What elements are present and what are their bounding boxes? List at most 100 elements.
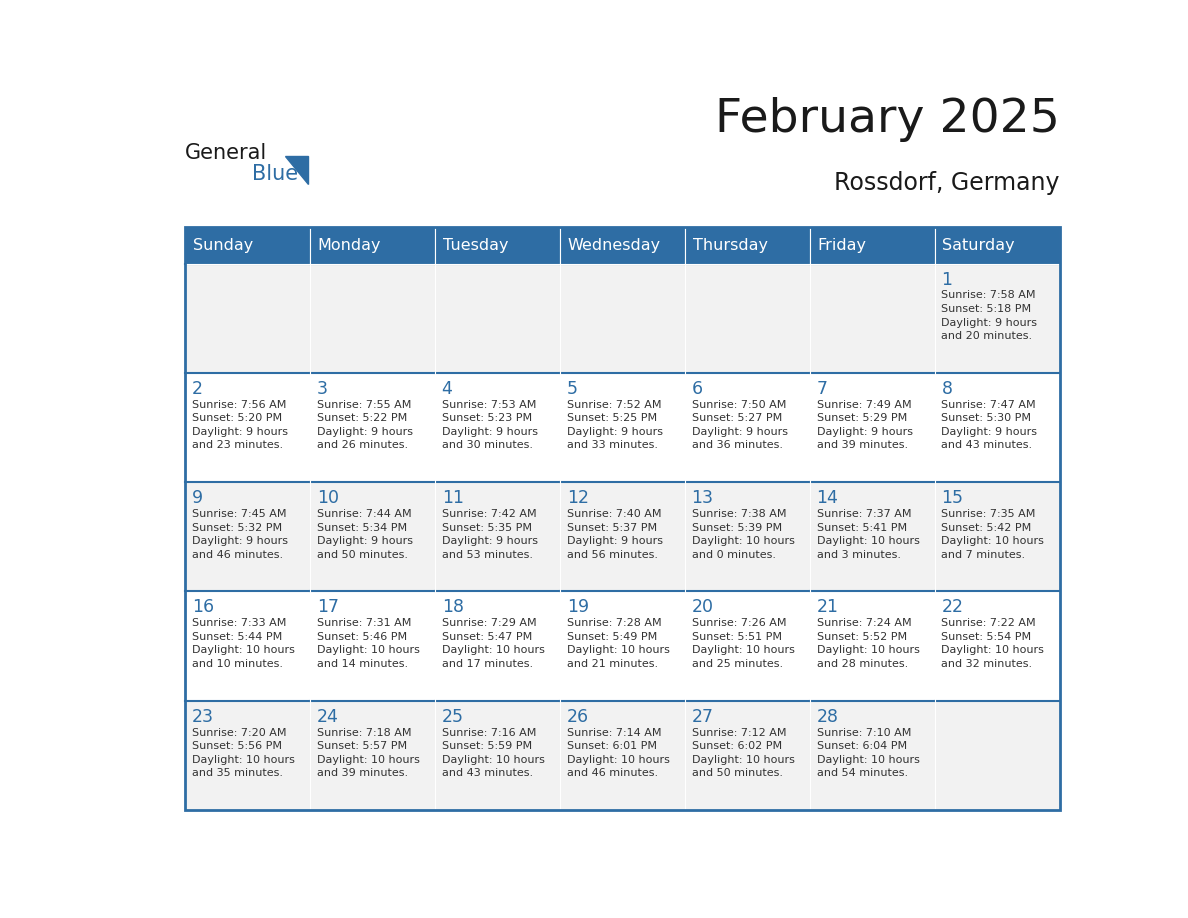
Text: February 2025: February 2025: [715, 97, 1060, 142]
Text: Sunrise: 7:42 AM
Sunset: 5:35 PM
Daylight: 9 hours
and 53 minutes.: Sunrise: 7:42 AM Sunset: 5:35 PM Dayligh…: [442, 509, 538, 560]
Text: Sunrise: 7:50 AM
Sunset: 5:27 PM
Daylight: 9 hours
and 36 minutes.: Sunrise: 7:50 AM Sunset: 5:27 PM Dayligh…: [691, 399, 788, 451]
Text: Sunrise: 7:53 AM
Sunset: 5:23 PM
Daylight: 9 hours
and 30 minutes.: Sunrise: 7:53 AM Sunset: 5:23 PM Dayligh…: [442, 399, 538, 451]
Bar: [310, 227, 435, 263]
Text: 7: 7: [816, 380, 828, 397]
Text: Sunrise: 7:52 AM
Sunset: 5:25 PM
Daylight: 9 hours
and 33 minutes.: Sunrise: 7:52 AM Sunset: 5:25 PM Dayligh…: [567, 399, 663, 451]
Bar: [561, 482, 685, 591]
Bar: [935, 373, 1060, 482]
Text: 9: 9: [191, 489, 203, 507]
Text: 20: 20: [691, 599, 714, 617]
Text: 3: 3: [317, 380, 328, 397]
Text: 6: 6: [691, 380, 703, 397]
Bar: [185, 591, 310, 700]
Bar: [810, 700, 935, 810]
Text: 13: 13: [691, 489, 714, 507]
Bar: [810, 227, 935, 263]
Bar: [935, 482, 1060, 591]
Bar: [935, 263, 1060, 373]
Bar: [561, 263, 685, 373]
Text: Sunrise: 7:31 AM
Sunset: 5:46 PM
Daylight: 10 hours
and 14 minutes.: Sunrise: 7:31 AM Sunset: 5:46 PM Dayligh…: [317, 618, 419, 669]
Text: 24: 24: [317, 708, 339, 726]
Bar: [561, 700, 685, 810]
Bar: [935, 227, 1060, 263]
Bar: [561, 227, 685, 263]
Text: Saturday: Saturday: [942, 238, 1015, 252]
Bar: [435, 700, 561, 810]
Bar: [435, 591, 561, 700]
Text: 5: 5: [567, 380, 577, 397]
Text: Sunrise: 7:28 AM
Sunset: 5:49 PM
Daylight: 10 hours
and 21 minutes.: Sunrise: 7:28 AM Sunset: 5:49 PM Dayligh…: [567, 618, 670, 669]
Bar: [685, 227, 810, 263]
Bar: [561, 373, 685, 482]
Text: Monday: Monday: [317, 238, 381, 252]
Bar: [185, 227, 1060, 810]
Bar: [561, 591, 685, 700]
Bar: [435, 263, 561, 373]
Bar: [685, 482, 810, 591]
Text: Sunrise: 7:26 AM
Sunset: 5:51 PM
Daylight: 10 hours
and 25 minutes.: Sunrise: 7:26 AM Sunset: 5:51 PM Dayligh…: [691, 618, 795, 669]
Text: Sunrise: 7:56 AM
Sunset: 5:20 PM
Daylight: 9 hours
and 23 minutes.: Sunrise: 7:56 AM Sunset: 5:20 PM Dayligh…: [191, 399, 287, 451]
Text: 22: 22: [941, 599, 963, 617]
Bar: [310, 482, 435, 591]
Bar: [685, 591, 810, 700]
Text: Sunrise: 7:45 AM
Sunset: 5:32 PM
Daylight: 9 hours
and 46 minutes.: Sunrise: 7:45 AM Sunset: 5:32 PM Dayligh…: [191, 509, 287, 560]
Text: Sunrise: 7:12 AM
Sunset: 6:02 PM
Daylight: 10 hours
and 50 minutes.: Sunrise: 7:12 AM Sunset: 6:02 PM Dayligh…: [691, 728, 795, 778]
Bar: [810, 482, 935, 591]
Text: Sunrise: 7:24 AM
Sunset: 5:52 PM
Daylight: 10 hours
and 28 minutes.: Sunrise: 7:24 AM Sunset: 5:52 PM Dayligh…: [816, 618, 920, 669]
Bar: [310, 591, 435, 700]
Text: Sunrise: 7:44 AM
Sunset: 5:34 PM
Daylight: 9 hours
and 50 minutes.: Sunrise: 7:44 AM Sunset: 5:34 PM Dayligh…: [317, 509, 412, 560]
Bar: [685, 263, 810, 373]
Text: Sunrise: 7:22 AM
Sunset: 5:54 PM
Daylight: 10 hours
and 32 minutes.: Sunrise: 7:22 AM Sunset: 5:54 PM Dayligh…: [941, 618, 1044, 669]
Text: 2: 2: [191, 380, 203, 397]
Bar: [810, 373, 935, 482]
Text: 11: 11: [442, 489, 463, 507]
Text: Blue: Blue: [252, 164, 298, 185]
Text: 27: 27: [691, 708, 714, 726]
Bar: [810, 263, 935, 373]
Text: 21: 21: [816, 599, 839, 617]
Text: Sunrise: 7:16 AM
Sunset: 5:59 PM
Daylight: 10 hours
and 43 minutes.: Sunrise: 7:16 AM Sunset: 5:59 PM Dayligh…: [442, 728, 544, 778]
Text: 10: 10: [317, 489, 339, 507]
Bar: [185, 482, 310, 591]
Text: Thursday: Thursday: [693, 238, 767, 252]
Text: 14: 14: [816, 489, 839, 507]
Text: 25: 25: [442, 708, 463, 726]
Bar: [685, 373, 810, 482]
Bar: [935, 591, 1060, 700]
Text: Sunrise: 7:35 AM
Sunset: 5:42 PM
Daylight: 10 hours
and 7 minutes.: Sunrise: 7:35 AM Sunset: 5:42 PM Dayligh…: [941, 509, 1044, 560]
Bar: [810, 591, 935, 700]
Text: Sunrise: 7:29 AM
Sunset: 5:47 PM
Daylight: 10 hours
and 17 minutes.: Sunrise: 7:29 AM Sunset: 5:47 PM Dayligh…: [442, 618, 544, 669]
Text: 18: 18: [442, 599, 463, 617]
Bar: [310, 373, 435, 482]
Text: Sunrise: 7:33 AM
Sunset: 5:44 PM
Daylight: 10 hours
and 10 minutes.: Sunrise: 7:33 AM Sunset: 5:44 PM Dayligh…: [191, 618, 295, 669]
Text: Friday: Friday: [817, 238, 866, 252]
Bar: [185, 263, 310, 373]
Text: 1: 1: [941, 271, 953, 288]
Text: Sunrise: 7:37 AM
Sunset: 5:41 PM
Daylight: 10 hours
and 3 minutes.: Sunrise: 7:37 AM Sunset: 5:41 PM Dayligh…: [816, 509, 920, 560]
Bar: [435, 227, 561, 263]
Text: Sunrise: 7:10 AM
Sunset: 6:04 PM
Daylight: 10 hours
and 54 minutes.: Sunrise: 7:10 AM Sunset: 6:04 PM Dayligh…: [816, 728, 920, 778]
Polygon shape: [285, 156, 308, 185]
Text: Tuesday: Tuesday: [443, 238, 508, 252]
Bar: [310, 263, 435, 373]
Bar: [685, 700, 810, 810]
Text: 12: 12: [567, 489, 588, 507]
Text: Wednesday: Wednesday: [568, 238, 661, 252]
Text: Rossdorf, Germany: Rossdorf, Germany: [834, 171, 1060, 195]
Text: Sunrise: 7:49 AM
Sunset: 5:29 PM
Daylight: 9 hours
and 39 minutes.: Sunrise: 7:49 AM Sunset: 5:29 PM Dayligh…: [816, 399, 912, 451]
Bar: [435, 482, 561, 591]
Text: Sunrise: 7:47 AM
Sunset: 5:30 PM
Daylight: 9 hours
and 43 minutes.: Sunrise: 7:47 AM Sunset: 5:30 PM Dayligh…: [941, 399, 1037, 451]
Bar: [185, 227, 310, 263]
Text: Sunrise: 7:55 AM
Sunset: 5:22 PM
Daylight: 9 hours
and 26 minutes.: Sunrise: 7:55 AM Sunset: 5:22 PM Dayligh…: [317, 399, 412, 451]
Text: 15: 15: [941, 489, 963, 507]
Text: 19: 19: [567, 599, 589, 617]
Text: 28: 28: [816, 708, 839, 726]
Bar: [310, 700, 435, 810]
Bar: [435, 373, 561, 482]
Text: Sunrise: 7:14 AM
Sunset: 6:01 PM
Daylight: 10 hours
and 46 minutes.: Sunrise: 7:14 AM Sunset: 6:01 PM Dayligh…: [567, 728, 670, 778]
Text: 17: 17: [317, 599, 339, 617]
Text: Sunrise: 7:18 AM
Sunset: 5:57 PM
Daylight: 10 hours
and 39 minutes.: Sunrise: 7:18 AM Sunset: 5:57 PM Dayligh…: [317, 728, 419, 778]
Bar: [185, 700, 310, 810]
Text: Sunday: Sunday: [192, 238, 253, 252]
Text: Sunrise: 7:20 AM
Sunset: 5:56 PM
Daylight: 10 hours
and 35 minutes.: Sunrise: 7:20 AM Sunset: 5:56 PM Dayligh…: [191, 728, 295, 778]
